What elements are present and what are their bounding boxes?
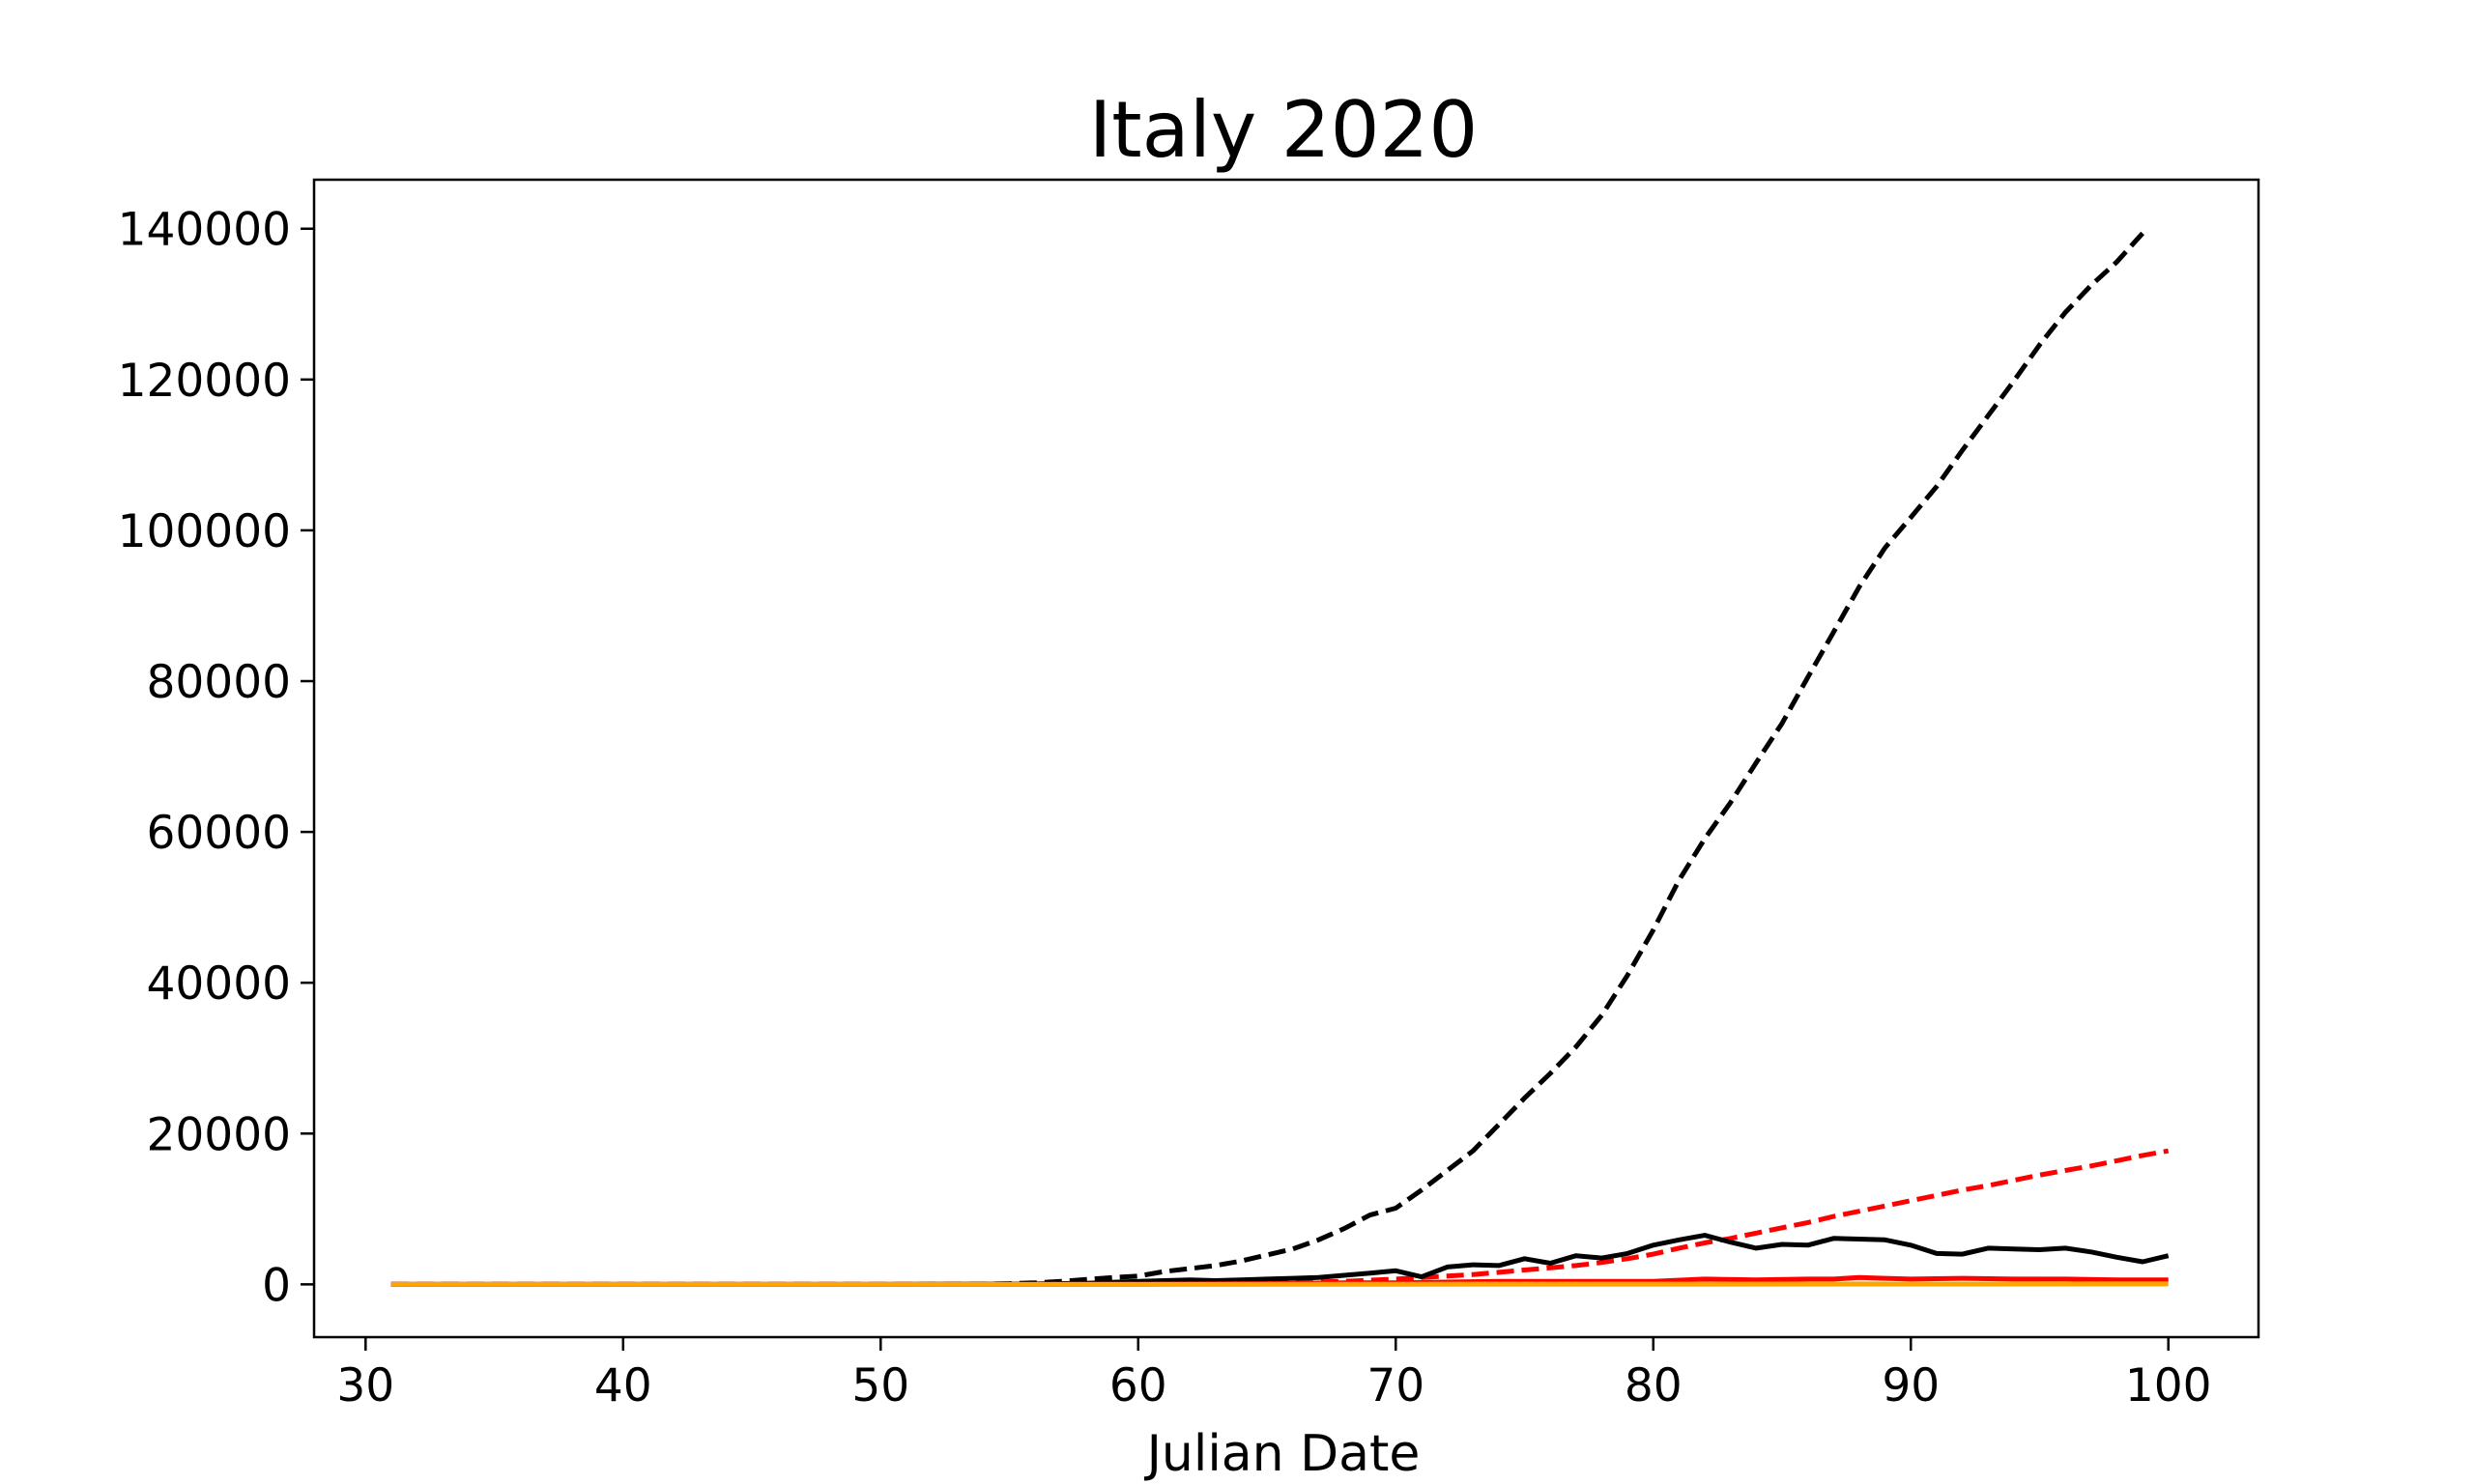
x-tick-label: 30 <box>336 1359 394 1413</box>
series-line-3 <box>390 1233 2170 1287</box>
chart-title: Italy 2020 <box>1089 85 1479 175</box>
x-tick-label: 80 <box>1625 1359 1683 1413</box>
x-tick-label: 50 <box>851 1359 909 1413</box>
y-tick-label: 20000 <box>146 1108 291 1161</box>
x-axis-label: Julian Date <box>1144 1425 1421 1483</box>
y-tick-label: 140000 <box>118 204 291 257</box>
y-tick-label: 60000 <box>146 807 291 860</box>
x-tick-label: 70 <box>1366 1359 1424 1413</box>
y-axis: 0 20000 40000 60000 80000 100000 120000 140000 <box>118 204 314 1312</box>
y-tick-label: 40000 <box>146 957 291 1011</box>
y-tick-label: 80000 <box>146 656 291 709</box>
plot-frame <box>312 178 2260 1339</box>
y-tick-label: 120000 <box>118 355 291 408</box>
x-tick-label: 60 <box>1109 1359 1167 1413</box>
y-tick-label: 100000 <box>118 505 291 558</box>
series-line-1 <box>390 231 2144 1287</box>
series-line-5 <box>390 1281 2169 1287</box>
series-layer <box>390 231 2170 1287</box>
x-axis: 30 40 50 60 70 80 90 100 <box>336 1337 2212 1413</box>
y-tick-label: 0 <box>262 1259 291 1312</box>
x-tick-label: 90 <box>1882 1359 1940 1413</box>
series-line-2 <box>390 1148 2170 1287</box>
x-tick-label: 100 <box>2125 1359 2212 1413</box>
x-tick-label: 40 <box>594 1359 652 1413</box>
